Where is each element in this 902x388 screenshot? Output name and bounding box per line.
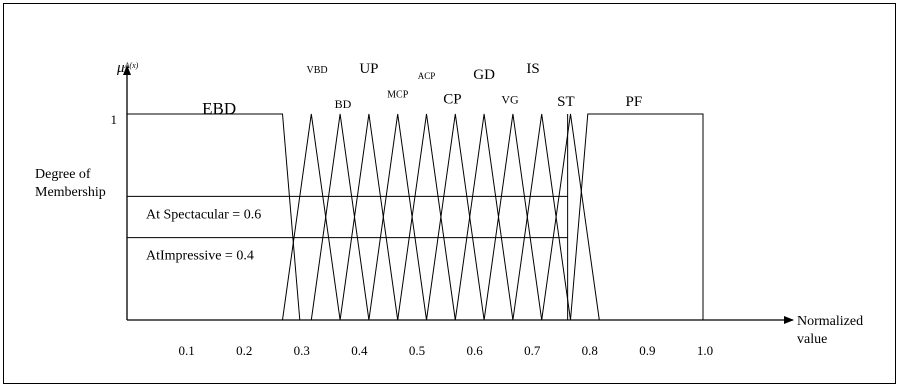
mf-st-line (541, 113, 600, 321)
mf-is-line (512, 113, 571, 321)
x-tick-label: 0.8 (582, 343, 598, 358)
mf-bd-line (310, 113, 370, 321)
x-tick-label: 0.3 (294, 343, 310, 358)
y-axis-label-line-2: Membership (35, 185, 106, 200)
x-tick-label: 1.0 (697, 343, 713, 358)
series-label-ebd: EBD (202, 99, 236, 118)
x-tick-label: 0.5 (409, 343, 425, 358)
y-axis-label-line-1: Degree of (35, 167, 91, 182)
mf-vbd-line (282, 113, 341, 321)
x-tick-label: 0.6 (466, 343, 483, 358)
mf-pf-line (570, 113, 704, 321)
series-label-mcp: MCP (387, 90, 409, 101)
annotation-label-1: At Spectacular = 0.6 (146, 207, 261, 222)
x-axis-label-line-1: Normalized (797, 314, 863, 329)
x-tick-label: 0.2 (236, 343, 252, 358)
series-label-vbd: VBD (307, 65, 328, 76)
mf-ebd-line (127, 113, 301, 321)
series-label-vg: VG (501, 93, 519, 107)
x-tick-label: 0.4 (351, 343, 368, 358)
chart-marks (127, 113, 704, 321)
y-tick-label: 1 (111, 112, 118, 127)
chart-text: Degree of Membership Normalized value μA… (35, 60, 863, 358)
mf-gd-line (454, 113, 514, 321)
series-label-st: ST (557, 94, 575, 110)
series-label-bd: BD (335, 97, 352, 111)
membership-symbol: μA(x) (116, 60, 139, 76)
x-tick-label: 0.1 (178, 343, 194, 358)
series-label-pf: PF (626, 94, 643, 110)
annotation-label-2: AtImpressive = 0.4 (146, 249, 254, 264)
mf-acp-line (397, 113, 456, 321)
series-label-up: UP (359, 61, 378, 77)
mf-mcp-line (368, 113, 427, 321)
series-label-cp: CP (443, 92, 461, 108)
series-label-gd: GD (473, 67, 495, 83)
x-tick-label: 0.9 (639, 343, 655, 358)
mf-vg-line (483, 113, 543, 321)
series-label-is: IS (526, 61, 539, 77)
x-axis-label-line-2: value (797, 332, 827, 347)
x-tick-label: 0.7 (524, 343, 541, 358)
mf-cp-line (426, 113, 485, 321)
mf-up-line (339, 113, 399, 321)
series-label-acp: ACP (418, 71, 436, 81)
chart-axes (123, 65, 794, 324)
